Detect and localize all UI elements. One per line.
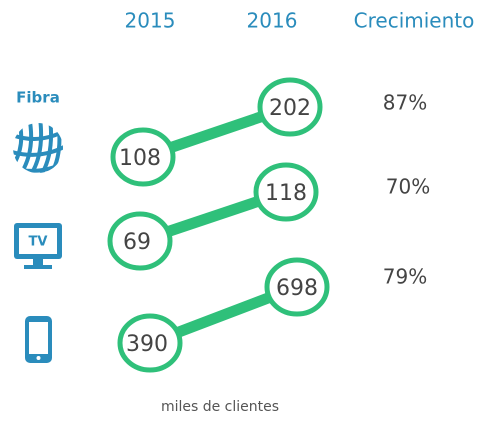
growth-value: 79% xyxy=(383,265,427,289)
end-value: 118 xyxy=(265,181,307,206)
row-label: Fibra xyxy=(16,89,60,107)
start-value: 69 xyxy=(123,230,151,255)
start-value: 108 xyxy=(119,146,161,171)
header-growth: Crecimiento xyxy=(354,9,475,33)
circle xyxy=(253,162,319,222)
circle xyxy=(110,127,176,187)
row-label: TV xyxy=(29,235,48,250)
footnote: miles de clientes xyxy=(161,399,279,415)
growth-value: 87% xyxy=(383,91,427,115)
start-value: 390 xyxy=(126,332,168,357)
circle xyxy=(257,77,323,137)
fiber-icon xyxy=(13,123,63,173)
header-2015: 2015 xyxy=(125,9,176,33)
circle xyxy=(117,313,183,373)
header-2016: 2016 xyxy=(247,9,298,33)
growth-value: 70% xyxy=(386,175,430,199)
end-value: 698 xyxy=(276,276,318,301)
phone-icon xyxy=(25,316,52,363)
end-value: 202 xyxy=(269,96,311,121)
tv-icon: TV xyxy=(14,223,62,269)
circle xyxy=(264,257,330,317)
circle xyxy=(107,211,173,271)
